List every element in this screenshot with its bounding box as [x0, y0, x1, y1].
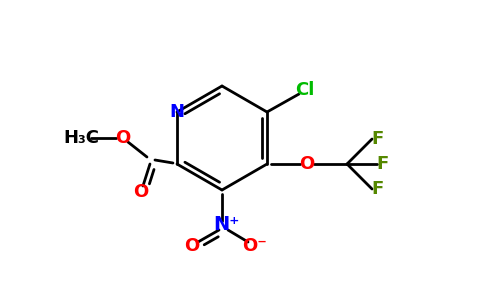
Text: N: N [169, 103, 184, 121]
Text: F: F [371, 130, 383, 148]
Text: N⁺: N⁺ [213, 214, 239, 233]
Text: Cl: Cl [295, 81, 315, 99]
Text: O: O [300, 155, 315, 173]
Text: H₃C: H₃C [63, 129, 99, 147]
Text: F: F [376, 155, 388, 173]
Text: O: O [133, 183, 149, 201]
Text: O⁻: O⁻ [242, 237, 268, 255]
Text: O: O [115, 129, 131, 147]
Text: F: F [371, 180, 383, 198]
Text: O: O [184, 237, 199, 255]
